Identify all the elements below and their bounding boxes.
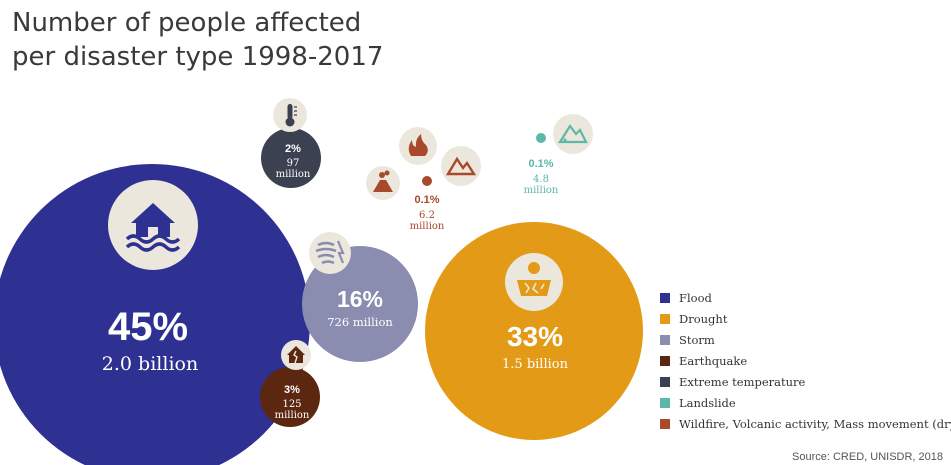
legend-swatch-storm xyxy=(660,334,670,345)
thermometer-icon xyxy=(285,104,297,127)
bubble-earthquake xyxy=(260,367,320,427)
wildfire-volcanic-mass-people-line2: million xyxy=(410,221,445,232)
storm-icon-bg xyxy=(309,232,351,274)
legend-item-wildfire-volcanic-mass: Wildfire, Volcanic activity, Mass moveme… xyxy=(660,413,951,434)
landslide-icon-bg xyxy=(553,114,593,154)
storm-wind-icon xyxy=(315,240,345,265)
extreme-temperature-people-line2: million xyxy=(276,169,311,180)
legend-swatch-wildfire-volcanic-mass xyxy=(660,418,670,429)
storm-people: 726 million xyxy=(327,315,393,329)
drought-people: 1.5 billion xyxy=(502,357,569,372)
earthquake-people-line2: million xyxy=(275,410,310,421)
storm-percent: 16% xyxy=(337,286,383,312)
legend: Flood Drought Storm Earthquake Extreme t… xyxy=(660,287,951,434)
landslide-people-line1: 4.8 xyxy=(533,174,549,185)
volcano-icon xyxy=(373,170,393,192)
legend-label-extreme-temperature: Extreme temperature xyxy=(679,374,806,389)
legend-item-landslide: Landslide xyxy=(660,392,951,413)
legend-label-drought: Drought xyxy=(679,311,728,326)
source-note: Source: CRED, UNISDR, 2018 xyxy=(792,451,943,463)
chart-title-line2: per disaster type 1998-2017 xyxy=(12,42,384,72)
drought-percent: 33% xyxy=(507,321,563,352)
bubble-storm xyxy=(302,246,418,362)
legend-item-storm: Storm xyxy=(660,329,951,350)
legend-label-earthquake: Earthquake xyxy=(679,353,748,368)
legend-label-flood: Flood xyxy=(679,290,712,305)
earthquake-percent: 3% xyxy=(284,384,300,396)
legend-swatch-drought xyxy=(660,313,670,324)
chart-title-line1: Number of people affected xyxy=(12,8,362,38)
legend-label-landslide: Landslide xyxy=(679,395,736,410)
wildfire-volcanic-mass-percent: 0.1% xyxy=(414,194,439,206)
legend-item-extreme-temperature: Extreme temperature xyxy=(660,371,951,392)
wildfire-volcanic-mass-dot xyxy=(422,176,432,186)
legend-swatch-landslide xyxy=(660,397,670,408)
flood-percent: 45% xyxy=(108,305,188,349)
mass-movement-icon xyxy=(445,156,477,176)
bubble-extreme-temperature xyxy=(261,128,321,188)
legend-label-wildfire-volcanic-mass: Wildfire, Volcanic activity, Mass moveme… xyxy=(679,416,951,431)
extreme-temperature-percent: 2% xyxy=(285,143,301,155)
landslide-mountain-icon xyxy=(558,124,588,144)
extreme-temperature-people-line1: 97 xyxy=(287,158,300,169)
landslide-dot xyxy=(536,133,546,143)
legend-item-earthquake: Earthquake xyxy=(660,350,951,371)
earthquake-people-line1: 125 xyxy=(282,399,301,410)
landslide-percent: 0.1% xyxy=(528,158,553,170)
landslide-people-line2: million xyxy=(524,185,559,196)
bubble-drought xyxy=(425,222,643,440)
legend-item-drought: Drought xyxy=(660,308,951,329)
flood-house-icon xyxy=(125,203,181,252)
bubble-flood xyxy=(0,164,310,465)
wildfire-volcanic-mass-people-line1: 6.2 xyxy=(419,210,435,221)
legend-swatch-earthquake xyxy=(660,355,670,366)
earthquake-house-icon xyxy=(287,346,305,364)
legend-item-flood: Flood xyxy=(660,287,951,308)
chart-title: Number of people affected per disaster t… xyxy=(12,6,432,74)
drought-cracked-ground-icon xyxy=(517,262,551,296)
legend-swatch-flood xyxy=(660,292,670,303)
legend-label-storm: Storm xyxy=(679,332,715,347)
flood-people: 2.0 billion xyxy=(102,353,198,375)
wildfire-icon xyxy=(408,134,428,156)
legend-swatch-extreme-temperature xyxy=(660,376,670,387)
